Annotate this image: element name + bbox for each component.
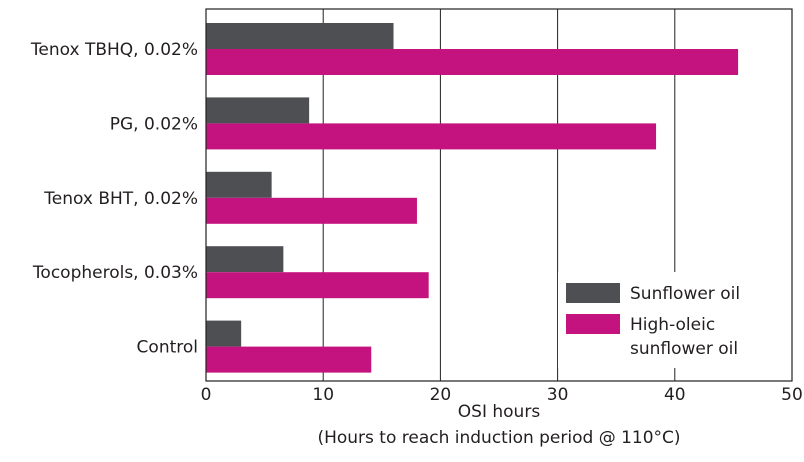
category-labels: Tenox TBHQ, 0.02% PG, 0.02% Tenox BHT, 0.0… xyxy=(30,40,198,358)
legend: Sunflower oil High-oleic sunflower oil xyxy=(558,272,790,368)
bar-sunflower-0 xyxy=(206,23,394,49)
bar-high-oleic-2 xyxy=(206,197,417,224)
category-label-3: Tocopherols, 0.03% xyxy=(32,263,198,283)
bar-high-oleic-3 xyxy=(206,272,429,299)
x-tick-label-50: 50 xyxy=(781,385,803,405)
bars xyxy=(206,23,739,373)
bar-sunflower-1 xyxy=(206,97,310,124)
bar-sunflower-2 xyxy=(206,171,272,198)
legend-label-1-1: sunflower oil xyxy=(630,339,738,359)
legend-label-1-0: High-oleic xyxy=(630,315,715,335)
category-label-2: Tenox BHT, 0.02% xyxy=(43,189,198,209)
bar-sunflower-3 xyxy=(206,246,284,273)
x-tick-label-20: 20 xyxy=(430,385,452,405)
plot-border xyxy=(205,8,793,382)
x-tick-labels: 0 10 20 30 40 50 xyxy=(201,385,803,405)
legend-swatch-1 xyxy=(566,314,620,334)
x-tick-label-30: 30 xyxy=(547,385,569,405)
plot-frame xyxy=(205,8,793,382)
x-axis-title: OSI hours xyxy=(458,402,541,422)
category-label-0: Tenox TBHQ, 0.02% xyxy=(30,40,198,60)
x-tick-label-0: 0 xyxy=(201,385,212,405)
legend-swatch-0 xyxy=(566,283,620,303)
bar-high-oleic-1 xyxy=(206,123,657,150)
x-tick-label-10: 10 xyxy=(312,385,334,405)
bar-sunflower-4 xyxy=(206,320,242,347)
category-label-4: Control xyxy=(137,338,198,358)
x-tick-label-40: 40 xyxy=(664,385,686,405)
x-axis-subtitle: (Hours to reach induction period @ 110°C… xyxy=(317,428,680,448)
bar-high-oleic-0 xyxy=(206,49,739,75)
category-label-1: PG, 0.02% xyxy=(110,114,198,134)
legend-label-0-0: Sunflower oil xyxy=(630,284,740,304)
bar-high-oleic-4 xyxy=(206,346,372,373)
